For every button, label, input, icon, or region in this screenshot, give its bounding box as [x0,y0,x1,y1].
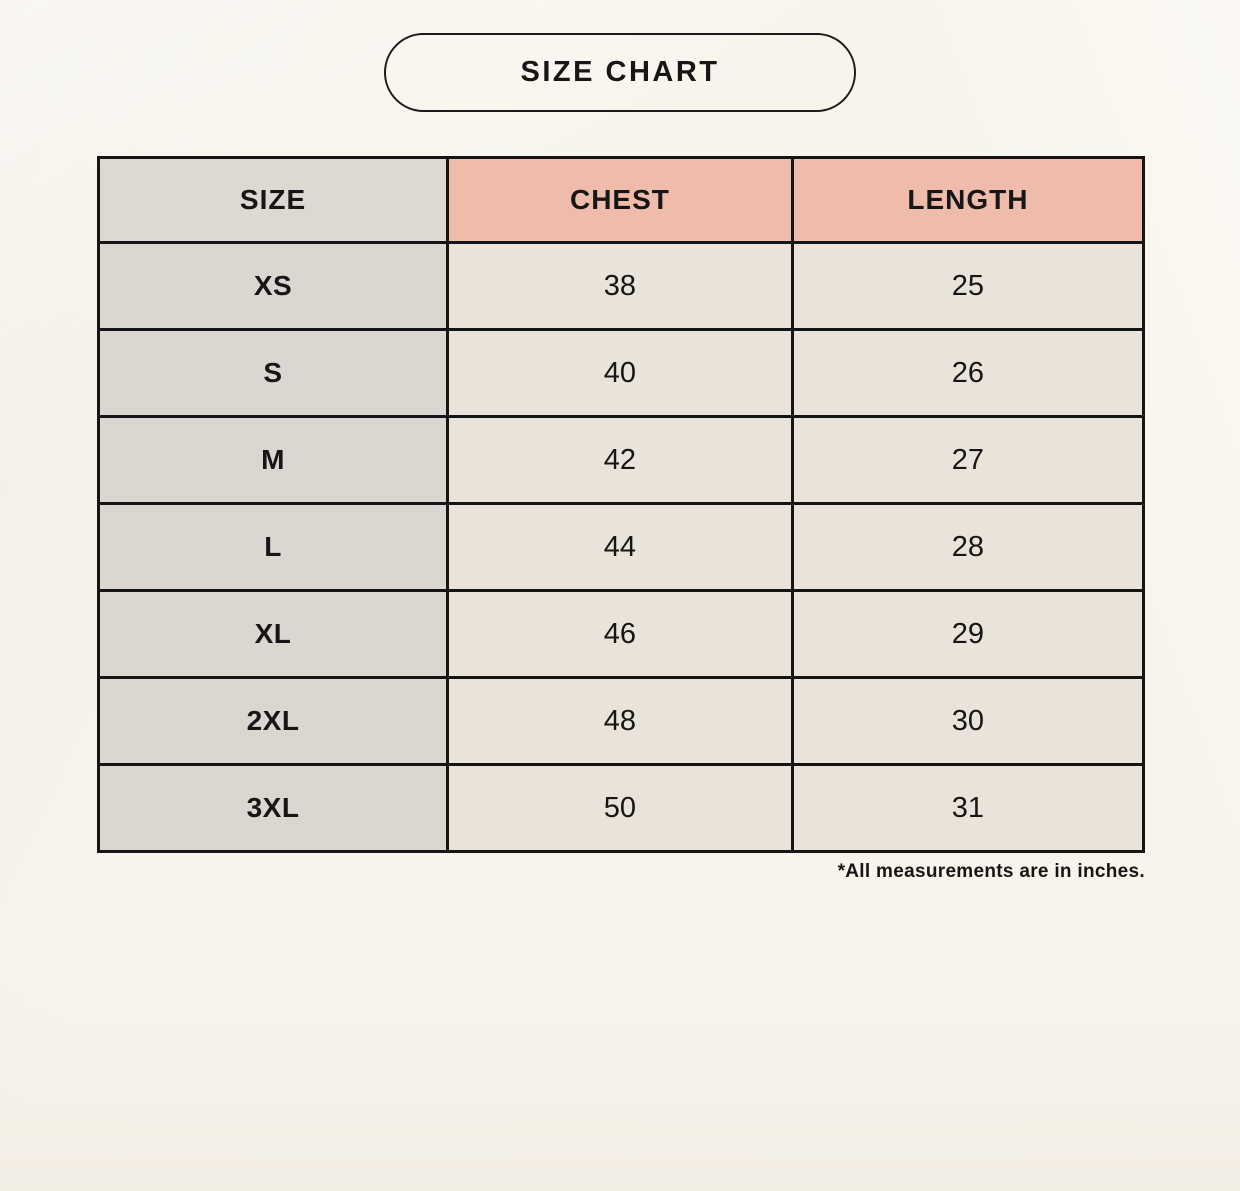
table-row: XL 46 29 [96,589,1146,679]
size-cell: XS [96,241,450,331]
table-row: S 40 26 [96,328,1146,418]
size-cell: XL [96,589,450,679]
measurements-footnote: *All measurements are in inches. [837,861,1145,882]
length-cell: 25 [790,241,1146,331]
chest-cell: 38 [446,241,794,331]
table-row: 3XL 50 31 [96,763,1146,853]
size-chart-title-badge: SIZE CHART [384,33,856,112]
chest-cell: 40 [446,328,794,418]
length-cell: 29 [790,589,1146,679]
size-cell: L [96,502,450,592]
chest-cell: 42 [446,415,794,505]
header-chest: CHEST [446,156,794,244]
chest-cell: 48 [446,676,794,766]
length-cell: 28 [790,502,1146,592]
size-cell: M [96,415,450,505]
header-size: SIZE [96,156,450,244]
length-cell: 30 [790,676,1146,766]
table-header-row: SIZE CHEST LENGTH [96,156,1146,244]
table-row: L 44 28 [96,502,1146,592]
table-row: M 42 27 [96,415,1146,505]
size-cell: 2XL [96,676,450,766]
length-cell: 31 [790,763,1146,853]
table-row: XS 38 25 [96,241,1146,331]
size-cell: S [96,328,450,418]
length-cell: 26 [790,328,1146,418]
length-cell: 27 [790,415,1146,505]
table-row: 2XL 48 30 [96,676,1146,766]
chest-cell: 46 [446,589,794,679]
chest-cell: 44 [446,502,794,592]
size-cell: 3XL [96,763,450,853]
size-chart-table: SIZE CHEST LENGTH XS 38 25 S 40 26 M 42 … [96,156,1146,853]
header-length: LENGTH [790,156,1146,244]
chest-cell: 50 [446,763,794,853]
